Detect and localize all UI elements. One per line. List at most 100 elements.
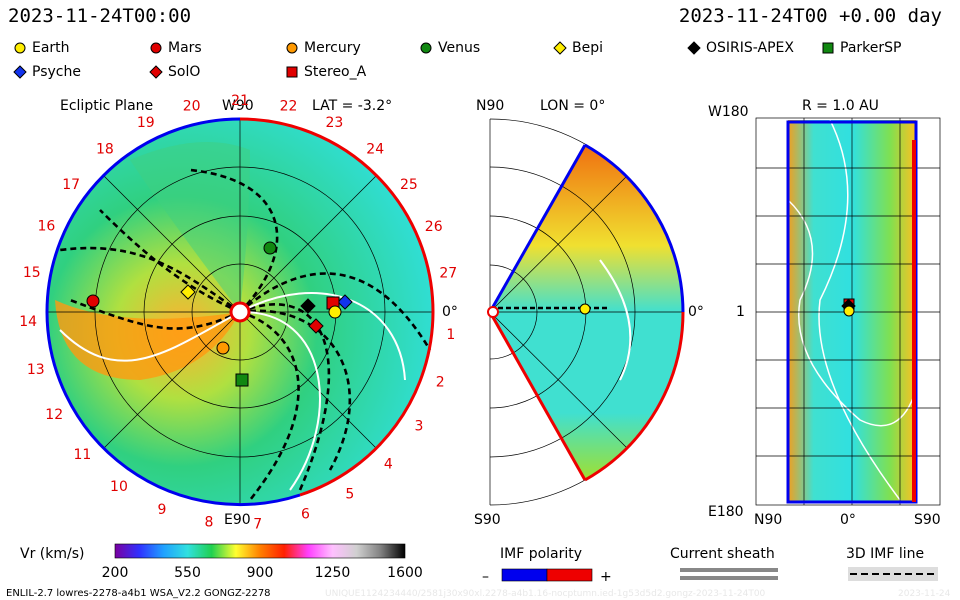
carrington-label-26: 26: [425, 219, 443, 235]
carrington-label-20: 20: [183, 99, 201, 115]
panel2-title: LON = 0°: [540, 98, 605, 114]
panel1-title: Ecliptic Plane: [60, 98, 153, 114]
carrington-label-25: 25: [400, 177, 418, 193]
carrington-label-2: 2: [436, 375, 445, 391]
imfline-bg: [848, 567, 938, 581]
imf-lines: [59, 168, 432, 501]
marker-earth: [328, 305, 342, 319]
legend-label: Bepi: [572, 40, 603, 56]
carrington-label-10: 10: [110, 479, 128, 495]
sheath-swatch-2: [680, 576, 778, 580]
imfline-title: 3D IMF line: [846, 546, 924, 562]
colorbar-tick-550: 550: [174, 565, 201, 581]
carrington-label-3: 3: [415, 419, 424, 435]
diamond-icon: [553, 41, 567, 55]
marker-earth: [843, 305, 855, 317]
panel3-title: R = 1.0 AU: [802, 98, 879, 114]
legend-item-mars: Mars: [148, 40, 202, 56]
diamond-icon: [13, 65, 27, 79]
footer-date: 2023-11-24: [898, 589, 951, 599]
legend-item-psyche: Psyche: [12, 64, 81, 80]
imf-negative-swatch: [501, 568, 548, 582]
carrington-label-9: 9: [157, 502, 166, 518]
legend-label: Psyche: [32, 64, 81, 80]
panel3-bottom-n: N90: [754, 512, 782, 528]
panel3-bottom-left: E180: [708, 504, 744, 520]
carrington-label-23: 23: [325, 115, 343, 131]
sun-marker: [229, 301, 251, 323]
legend-item-parkersp: ParkerSP: [820, 40, 901, 56]
panel1-right-label: 0°: [442, 304, 458, 320]
offset-title: 2023-11-24T00 +0.00 day: [678, 5, 942, 27]
panel3-mid-left: 1: [736, 304, 745, 320]
map-markers: [841, 298, 856, 317]
square-icon: [286, 66, 298, 78]
panel1-lat: LAT = -3.2°: [312, 98, 392, 114]
circle-icon: [14, 42, 26, 54]
carrington-label-24: 24: [366, 142, 384, 158]
colorbar-tick-1250: 1250: [315, 565, 351, 581]
imf-minus: –: [482, 569, 489, 585]
legend-label: Mars: [168, 40, 202, 56]
carrington-label-19: 19: [137, 115, 155, 131]
carrington-label-11: 11: [74, 447, 92, 463]
footer-run: UNIQUE1124234440/2581j30x90xl.2278-a4b1.…: [325, 589, 766, 599]
marker-venus: [263, 241, 277, 255]
map-panel: [755, 117, 941, 506]
circle-icon: [420, 42, 432, 54]
imf-positive-swatch: [546, 568, 593, 582]
carrington-label-13: 13: [27, 362, 45, 378]
carrington-label-18: 18: [96, 142, 114, 158]
square-icon: [822, 42, 834, 54]
legend-item-stereo-a: Stereo_A: [284, 64, 366, 80]
diamond-icon: [149, 65, 163, 79]
carrington-label-16: 16: [37, 219, 55, 235]
carrington-label-7: 7: [253, 516, 262, 532]
panel1-top-label: W90: [222, 98, 254, 114]
legend-item-mercury: Mercury: [284, 40, 361, 56]
ecliptic-panel: [45, 117, 435, 507]
legend-item-venus: Venus: [418, 40, 480, 56]
carrington-label-5: 5: [345, 486, 354, 502]
marker-mercury: [216, 341, 230, 355]
legend-item-osiris-apex: OSIRIS-APEX: [686, 40, 794, 56]
imf-plus: +: [600, 569, 612, 585]
carrington-label-14: 14: [19, 314, 37, 330]
carrington-label-12: 12: [45, 407, 63, 423]
legend-item-earth: Earth: [12, 40, 70, 56]
panel2-bottom-left: S90: [474, 512, 501, 528]
colorbar-tick-900: 900: [247, 565, 274, 581]
carrington-label-17: 17: [62, 177, 80, 193]
marker-parkersp: [235, 373, 249, 387]
colorbar-tick-200: 200: [102, 565, 129, 581]
diamond-icon: [687, 41, 701, 55]
legend-item-bepi: Bepi: [552, 40, 603, 56]
carrington-label-8: 8: [205, 515, 214, 531]
sheath-title: Current sheath: [670, 546, 775, 562]
legend-label: Earth: [32, 40, 70, 56]
ecliptic-markers: [86, 241, 353, 387]
colorbar: [114, 543, 406, 559]
legend-label: Stereo_A: [304, 64, 367, 80]
circle-icon: [150, 42, 162, 54]
marker-earth: [579, 303, 591, 315]
sheath-swatch-1: [680, 568, 778, 572]
marker-osiris-apex: [300, 298, 316, 314]
carrington-label-22: 22: [280, 99, 298, 115]
legend-item-solo: SolO: [148, 64, 200, 80]
marker-mars: [86, 294, 100, 308]
footer-model: ENLIL-2.7 lowres-2278-a4b1 WSA_V2.2 GONG…: [6, 588, 271, 599]
legend-label: Venus: [438, 40, 481, 56]
carrington-label-21: 21: [231, 93, 249, 109]
carrington-label-15: 15: [23, 265, 41, 281]
carrington-label-1: 1: [446, 327, 455, 343]
marker-psyche: [337, 294, 353, 310]
legend-label: Mercury: [304, 40, 361, 56]
panel3-bottom-0: 0°: [840, 512, 856, 528]
colorbar-label: Vr (km/s): [20, 546, 84, 562]
meridional-markers: [579, 303, 591, 315]
legend-label: ParkerSP: [840, 40, 902, 56]
colorbar-ticks: 200 550 900 1250 1600: [102, 565, 423, 581]
panel3-top-left: W180: [708, 104, 749, 120]
